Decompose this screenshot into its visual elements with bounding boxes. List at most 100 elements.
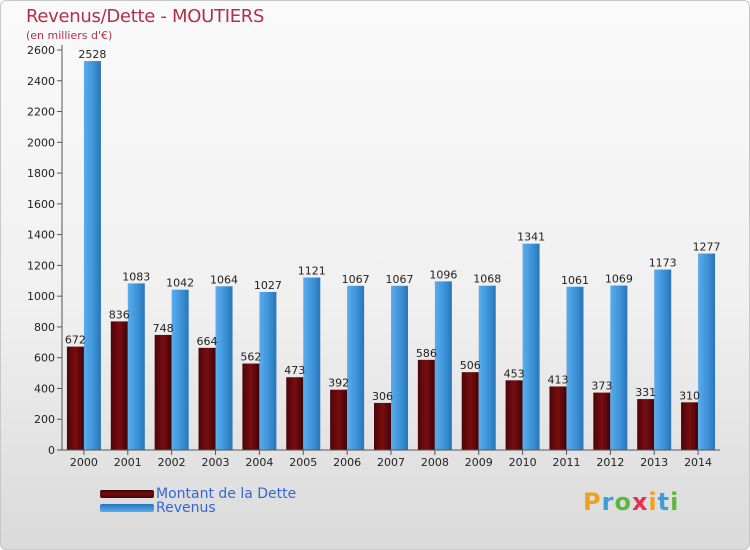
data-label-revenus: 1121 (298, 265, 326, 278)
x-tick-label: 2005 (289, 456, 317, 469)
bar-dette (110, 321, 128, 450)
x-tick-label: 2010 (509, 456, 537, 469)
y-tick-label: 1800 (27, 167, 55, 180)
data-label-dette: 453 (504, 367, 525, 380)
bar-revenus (391, 285, 408, 450)
bar-dette (374, 402, 391, 450)
logo-letter: i (670, 488, 680, 516)
data-label-revenus: 1061 (561, 274, 589, 287)
logo-letter: r (601, 488, 615, 516)
logo-letter: o (614, 488, 632, 516)
data-label-dette: 310 (679, 389, 700, 402)
x-tick-label: 2011 (552, 456, 580, 469)
y-tick-label: 600 (34, 352, 55, 365)
bar-dette (198, 347, 216, 450)
chart-subtitle: (en milliers d'€) (26, 29, 113, 42)
legend-item-dette: Montant de la Dette (100, 486, 296, 502)
logo-letter: t (657, 488, 671, 516)
y-tick-label: 200 (34, 413, 55, 426)
y-tick-label: 1600 (27, 198, 55, 211)
bar-revenus (259, 292, 277, 450)
bar-dette (154, 334, 172, 450)
legend-swatch-dette (100, 490, 154, 498)
data-label-revenus: 1341 (517, 231, 545, 244)
bar-dette (549, 386, 567, 450)
data-label-dette: 586 (416, 347, 437, 360)
bar-revenus (215, 286, 233, 450)
bar-revenus (83, 61, 101, 450)
data-label-revenus: 1064 (210, 273, 238, 286)
data-label-dette: 373 (591, 380, 612, 393)
bar-revenus (171, 289, 189, 450)
bar-dette (637, 399, 655, 450)
data-label-dette: 331 (635, 386, 656, 399)
data-label-revenus: 1173 (649, 257, 677, 270)
bar-revenus (434, 281, 452, 450)
logo-letter: i (648, 488, 658, 516)
y-tick-label: 1000 (27, 290, 55, 303)
data-label-dette: 748 (153, 322, 174, 335)
bar-dette (417, 359, 435, 450)
bar-dette (461, 372, 479, 450)
bar-revenus (654, 269, 672, 450)
data-label-revenus: 2528 (78, 48, 106, 61)
x-tick-label: 2012 (596, 456, 624, 469)
bar-revenus (522, 243, 540, 450)
data-label-dette: 392 (328, 377, 349, 390)
bar-revenus (478, 285, 496, 450)
y-tick-label: 800 (34, 321, 55, 334)
x-tick-label: 2008 (421, 456, 449, 469)
bar-revenus (303, 277, 321, 450)
bar-revenus (610, 285, 628, 450)
y-tick-label: 1200 (27, 259, 55, 272)
x-tick-label: 2006 (333, 456, 361, 469)
x-tick-label: 2003 (202, 456, 230, 469)
data-label-revenus: 1083 (122, 270, 150, 283)
bar-revenus (127, 283, 145, 450)
bar-dette (286, 377, 304, 450)
logo-letter: P (583, 488, 602, 516)
proxiti-logo: Proxiti (583, 488, 679, 516)
logo-letter: x (631, 488, 649, 516)
y-tick-label: 2600 (27, 44, 55, 57)
bar-revenus (347, 285, 365, 450)
x-tick-label: 2013 (640, 456, 668, 469)
bar-dette (242, 363, 260, 450)
x-tick-label: 2001 (114, 456, 142, 469)
bar-dette (593, 392, 611, 450)
bar-dette (330, 389, 348, 450)
y-tick-label: 1400 (27, 229, 55, 242)
y-tick-label: 2000 (27, 136, 55, 149)
bar-dette (505, 380, 523, 450)
data-label-dette: 664 (197, 335, 218, 348)
data-label-dette: 473 (284, 364, 305, 377)
data-label-revenus: 1068 (473, 273, 501, 286)
data-label-revenus: 1096 (429, 268, 457, 281)
bar-dette (681, 402, 699, 450)
data-label-revenus: 1277 (693, 241, 721, 254)
y-tick-label: 2400 (27, 75, 55, 88)
legend-label-revenus: Revenus (156, 500, 216, 516)
bar-revenus (566, 286, 584, 450)
data-label-revenus: 1069 (605, 273, 633, 286)
data-label-dette: 306 (372, 390, 393, 403)
data-label-dette: 836 (109, 308, 130, 321)
x-tick-label: 2009 (465, 456, 493, 469)
data-label-revenus: 1027 (254, 279, 282, 292)
data-label-dette: 672 (65, 334, 86, 347)
data-label-revenus: 1067 (342, 273, 370, 286)
y-tick-label: 0 (48, 444, 55, 457)
y-tick-label: 2200 (27, 106, 55, 119)
bar-revenus (698, 253, 716, 450)
data-label-dette: 562 (240, 351, 261, 364)
legend-item-revenus: Revenus (100, 500, 216, 516)
data-label-dette: 413 (547, 373, 568, 386)
x-tick-label: 2014 (684, 456, 712, 469)
data-label-dette: 506 (460, 359, 481, 372)
legend-swatch-revenus (100, 504, 154, 512)
legend-label-dette: Montant de la Dette (156, 486, 297, 502)
data-label-revenus: 1067 (386, 273, 414, 286)
chart-title: Revenus/Dette - MOUTIERS (26, 6, 265, 27)
